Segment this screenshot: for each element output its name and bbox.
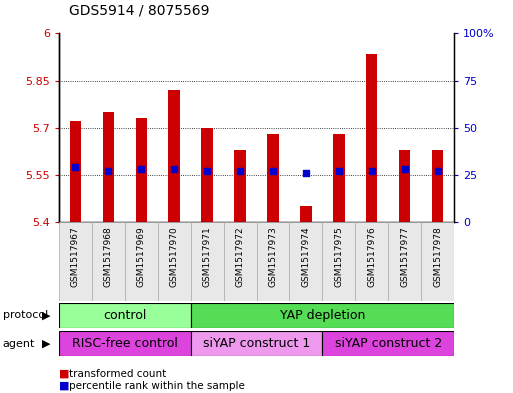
FancyBboxPatch shape [224, 222, 256, 301]
Text: siYAP construct 1: siYAP construct 1 [203, 337, 310, 350]
Bar [267, 134, 279, 222]
Text: GSM1517970: GSM1517970 [170, 226, 179, 287]
Text: percentile rank within the sample: percentile rank within the sample [69, 381, 245, 391]
Point [302, 170, 310, 176]
Text: GSM1517978: GSM1517978 [433, 226, 442, 287]
Point [203, 168, 211, 174]
FancyBboxPatch shape [323, 331, 454, 356]
Bar [432, 150, 443, 222]
Text: ▶: ▶ [42, 310, 51, 320]
Point [433, 168, 442, 174]
Bar [399, 150, 410, 222]
Bar [168, 90, 180, 222]
FancyBboxPatch shape [256, 222, 289, 301]
Bar [103, 112, 114, 222]
FancyBboxPatch shape [289, 222, 322, 301]
Text: GSM1517972: GSM1517972 [235, 226, 245, 286]
Text: control: control [103, 309, 146, 322]
Point [170, 166, 179, 173]
Bar [234, 150, 246, 222]
Text: ■: ■ [59, 381, 69, 391]
Bar [135, 118, 147, 222]
Text: GSM1517975: GSM1517975 [334, 226, 343, 287]
Bar [202, 128, 213, 222]
Bar [366, 54, 378, 222]
FancyBboxPatch shape [125, 222, 158, 301]
FancyBboxPatch shape [59, 331, 190, 356]
FancyBboxPatch shape [191, 222, 224, 301]
Point [401, 166, 409, 173]
FancyBboxPatch shape [190, 331, 323, 356]
Point [236, 168, 244, 174]
Text: siYAP construct 2: siYAP construct 2 [334, 337, 442, 350]
Text: GSM1517971: GSM1517971 [203, 226, 212, 287]
FancyBboxPatch shape [190, 303, 454, 328]
FancyBboxPatch shape [355, 222, 388, 301]
Bar [300, 206, 311, 222]
Text: transformed count: transformed count [69, 369, 167, 379]
FancyBboxPatch shape [388, 222, 421, 301]
Text: protocol: protocol [3, 310, 48, 320]
Text: ■: ■ [59, 369, 69, 379]
Point [71, 164, 80, 171]
Text: YAP depletion: YAP depletion [280, 309, 365, 322]
Text: GSM1517977: GSM1517977 [400, 226, 409, 287]
Text: GSM1517974: GSM1517974 [301, 226, 310, 286]
Text: GSM1517973: GSM1517973 [268, 226, 278, 287]
Text: RISC-free control: RISC-free control [72, 337, 177, 350]
FancyBboxPatch shape [59, 222, 92, 301]
Text: GSM1517976: GSM1517976 [367, 226, 376, 287]
Text: GSM1517967: GSM1517967 [71, 226, 80, 287]
Point [334, 168, 343, 174]
Text: agent: agent [3, 339, 35, 349]
Point [104, 168, 112, 174]
Point [269, 168, 277, 174]
Point [137, 166, 145, 173]
Text: GSM1517969: GSM1517969 [137, 226, 146, 287]
FancyBboxPatch shape [158, 222, 191, 301]
FancyBboxPatch shape [59, 303, 190, 328]
Point [368, 168, 376, 174]
FancyBboxPatch shape [92, 222, 125, 301]
Text: GSM1517968: GSM1517968 [104, 226, 113, 287]
Text: ▶: ▶ [42, 339, 51, 349]
Text: GDS5914 / 8075569: GDS5914 / 8075569 [69, 4, 210, 18]
Bar [70, 121, 81, 222]
FancyBboxPatch shape [322, 222, 355, 301]
Bar [333, 134, 345, 222]
FancyBboxPatch shape [421, 222, 454, 301]
